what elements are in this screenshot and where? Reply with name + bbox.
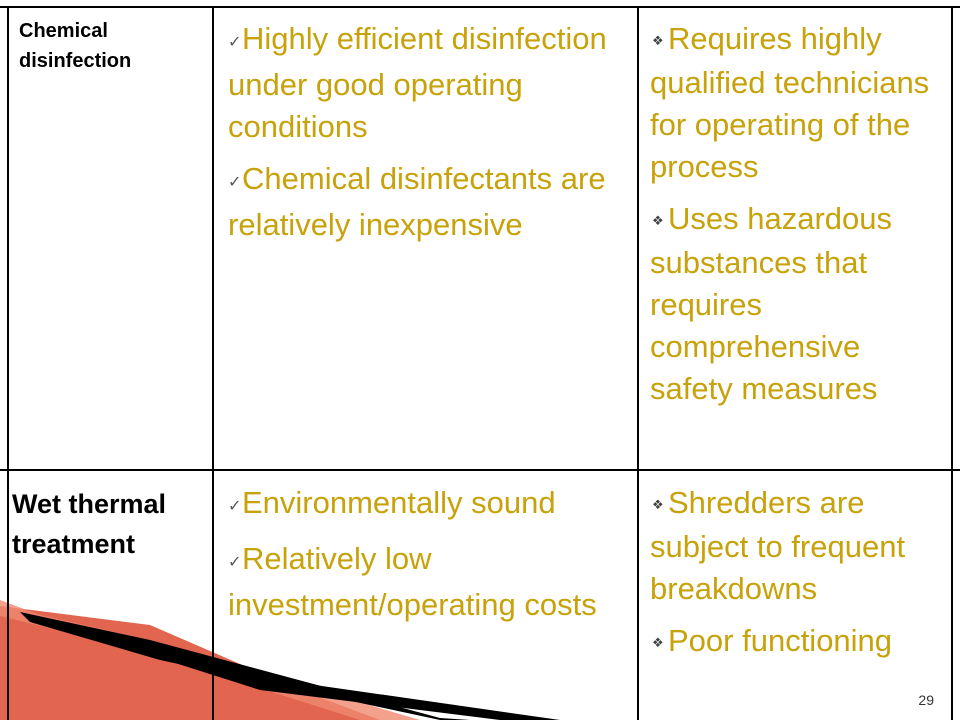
diamond-bullet-icon: ❖	[652, 635, 664, 650]
ribbon-edge	[20, 612, 470, 720]
column-divider-1	[212, 6, 214, 720]
diamond-bullet-icon: ❖	[652, 213, 664, 228]
advantage-text: Highly efficient disinfection under good…	[228, 21, 607, 144]
row-label-wet-thermal-treatment: Wet thermal treatment	[12, 489, 167, 559]
advantage-item: ✓Chemical disinfectants are relatively i…	[228, 158, 633, 246]
advantage-item: ✓Environmentally sound	[228, 482, 633, 528]
advantage-item: ✓Highly efficient disinfection under goo…	[228, 18, 633, 148]
disadvantage-text: Uses hazardous substances that requires …	[650, 201, 893, 406]
column-divider-2	[637, 6, 639, 720]
table-left-border	[7, 6, 9, 720]
checkmark-icon: ✓	[228, 174, 242, 191]
disadvantage-text: Shredders are subject to frequent breakd…	[650, 485, 906, 606]
disadvantage-item: ❖ Shredders are subject to frequent break…	[650, 482, 950, 610]
advantage-text: Relatively low investment/operating cost…	[228, 541, 597, 622]
disadvantage-text: Requires highly qualified technicians fo…	[650, 21, 930, 184]
advantage-item: ✓Relatively low investment/operating cos…	[228, 538, 633, 626]
checkmark-icon: ✓	[228, 554, 242, 571]
advantage-text: Chemical disinfectants are relatively in…	[228, 161, 606, 242]
disadvantage-item: ❖ Uses hazardous substances that requires…	[650, 198, 950, 410]
advantages-cell-row-2: ✓Environmentally sound ✓Relatively low i…	[228, 482, 633, 636]
row-divider	[0, 469, 960, 471]
advantages-cell-row-1: ✓Highly efficient disinfection under goo…	[228, 18, 633, 256]
table-right-border	[951, 6, 953, 720]
disadvantage-item: ❖ Requires highly qualified technicians f…	[650, 18, 950, 188]
disadvantages-cell-row-2: ❖ Shredders are subject to frequent break…	[650, 482, 950, 674]
page-number: 29	[918, 692, 934, 708]
checkmark-icon: ✓	[228, 34, 242, 51]
advantage-text: Environmentally sound	[242, 485, 556, 520]
checkmark-icon: ✓	[228, 498, 242, 515]
row-label-chemical-disinfection: Chemical disinfection	[19, 20, 132, 72]
diamond-bullet-icon: ❖	[652, 497, 664, 512]
disadvantage-text: Poor functioning	[668, 623, 893, 658]
table-top-border	[0, 6, 960, 8]
disadvantages-cell-row-1: ❖ Requires highly qualified technicians f…	[650, 18, 950, 420]
disadvantage-item: ❖ Poor functioning	[650, 620, 950, 664]
diamond-bullet-icon: ❖	[652, 33, 664, 48]
